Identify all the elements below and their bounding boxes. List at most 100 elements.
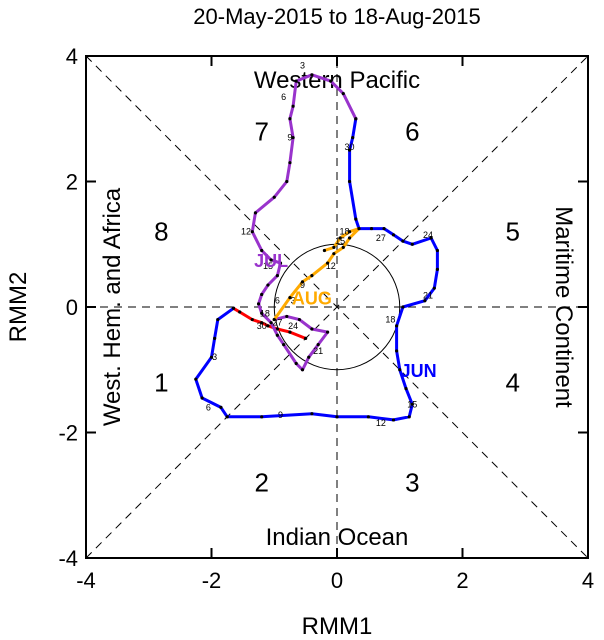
series-point-jun: [432, 286, 436, 290]
day-labels: 3691215182124273036912151821242730369121…: [206, 60, 433, 428]
x-axis-label: RMM1: [302, 613, 373, 640]
series-point-jul: [294, 361, 298, 366]
day-label: 6: [275, 296, 280, 306]
series-point-jun: [260, 415, 264, 419]
day-label: 24: [288, 321, 298, 331]
month-label-jul: JUL: [254, 251, 288, 271]
series-point-jun: [209, 355, 214, 359]
series-point-jul: [260, 248, 264, 253]
series-point-jul: [307, 355, 311, 359]
series-point-aug: [300, 280, 305, 284]
series-point-jun: [366, 415, 370, 419]
series-point-jun: [231, 306, 236, 310]
series-point-jul: [329, 79, 333, 83]
series-point-jun: [369, 226, 374, 231]
series-point-jun: [435, 248, 439, 253]
x-tick-label: 0: [331, 568, 343, 593]
series-point-aug: [272, 317, 276, 322]
series-point-jun: [398, 368, 402, 372]
series-point-jun: [347, 179, 352, 184]
series-point-jul: [294, 79, 298, 83]
phase-label-2: 2: [254, 468, 268, 498]
series-point-jun: [200, 396, 204, 400]
x-axis-ticks: -4 -2 0 2 4: [76, 56, 594, 593]
series-point-jun: [225, 415, 229, 419]
series-point-jul: [269, 258, 273, 262]
series-point-jul: [288, 161, 292, 165]
series-point-jul: [253, 211, 258, 215]
series-point-jul: [291, 135, 295, 140]
day-label: 18: [340, 227, 350, 237]
series-point-jun: [310, 412, 314, 416]
series-point-may: [266, 324, 270, 328]
series-point-jul: [316, 343, 320, 347]
day-label: 27: [272, 318, 282, 328]
series-point-jun: [410, 402, 414, 406]
y-tick-label: 2: [66, 170, 78, 195]
day-label: 9: [278, 410, 283, 420]
series-point-aug: [322, 248, 327, 253]
series-point-may: [275, 327, 279, 331]
x-tick-label: 2: [456, 568, 468, 593]
day-label: 15: [263, 261, 273, 271]
day-label: 27: [376, 233, 386, 243]
phase-label-8: 8: [154, 217, 168, 247]
series-point-aug: [347, 236, 352, 240]
phase-label-4: 4: [505, 367, 519, 397]
series-point-jul: [297, 317, 301, 322]
day-label: 15: [335, 236, 345, 246]
series-point-aug: [332, 252, 336, 256]
region-label-right: Maritime Continent: [550, 206, 577, 408]
series-point-aug: [288, 295, 292, 300]
series-point-jun: [423, 299, 427, 303]
series-point-jun: [435, 267, 439, 271]
series-point-may: [260, 321, 264, 325]
series-point-jul: [266, 283, 270, 287]
series-point-jul: [275, 333, 279, 337]
series-point-jul: [310, 73, 314, 77]
series-point-jul: [291, 104, 295, 108]
series-point-aug: [341, 245, 345, 249]
x-tick-label: -4: [76, 568, 96, 593]
day-label: 3: [300, 60, 305, 70]
day-label: 30: [257, 321, 267, 331]
series-point-may: [288, 330, 292, 334]
diagonal-divider-2: [85, 55, 589, 559]
series-point-jun: [351, 135, 355, 140]
series-point-may: [238, 310, 242, 314]
series-point-jul: [250, 230, 254, 234]
day-label: 6: [281, 92, 286, 102]
day-label: 30: [345, 142, 355, 152]
region-label-top: Western Pacific: [254, 67, 420, 94]
series-point-aug: [310, 274, 314, 278]
day-label: 9: [300, 280, 305, 290]
series-point-jun: [335, 415, 339, 419]
series-point-aug: [347, 230, 352, 234]
series-point-jun: [347, 148, 352, 152]
series-point-jun: [401, 305, 405, 309]
series-point-jul: [275, 274, 279, 278]
day-label: 12: [376, 418, 386, 428]
series-point-jun: [395, 324, 399, 328]
series-point-aug: [332, 245, 336, 249]
series-point-jun: [382, 226, 386, 231]
day-label: 12: [326, 261, 336, 271]
series-point-jun: [410, 242, 414, 246]
y-axis-label: RMM2: [5, 272, 32, 343]
y-tick-label: 4: [66, 44, 78, 69]
chart-title: 20-May-2015 to 18-Aug-2015: [193, 4, 480, 29]
series-point-jun: [216, 317, 220, 322]
series-point-jul: [341, 92, 345, 96]
region-label-bottom: Indian Ocean: [266, 524, 409, 551]
y-tick-label: -4: [58, 546, 78, 571]
series-point-aug: [357, 226, 361, 231]
series-point-jul: [300, 368, 305, 372]
series-point-jul: [256, 302, 261, 306]
day-label: 21: [423, 291, 433, 301]
day-label: 3: [212, 352, 217, 362]
series-point-jul: [272, 195, 276, 199]
